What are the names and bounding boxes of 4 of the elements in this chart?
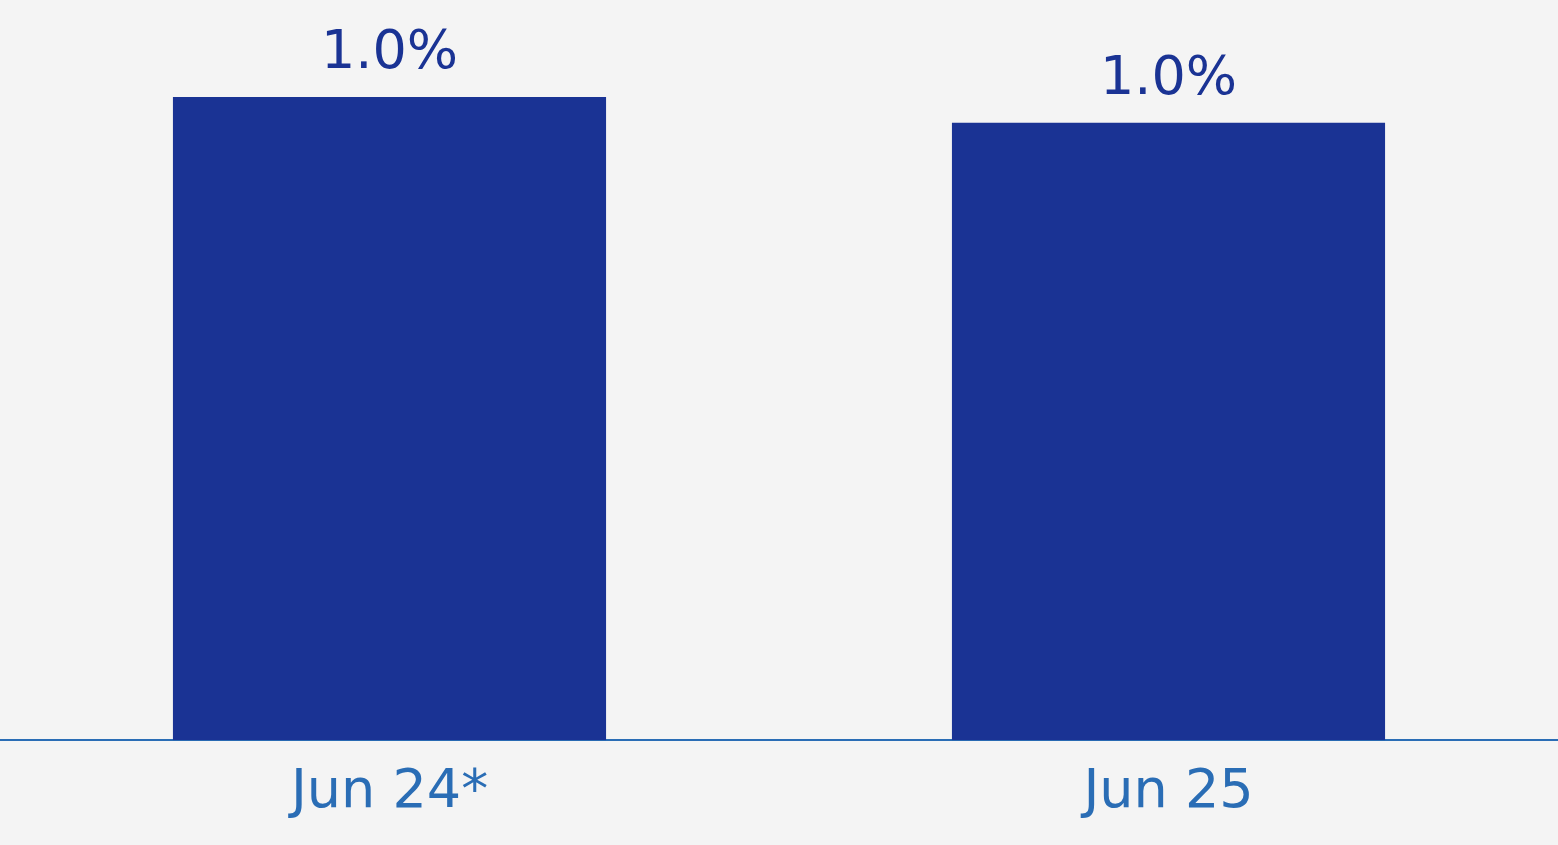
- x-tick-label: Jun 25: [1080, 756, 1254, 820]
- data-label: 1.0%: [1099, 43, 1238, 107]
- data-label: 1.0%: [320, 18, 459, 82]
- x-tick-label: Jun 24*: [287, 756, 489, 820]
